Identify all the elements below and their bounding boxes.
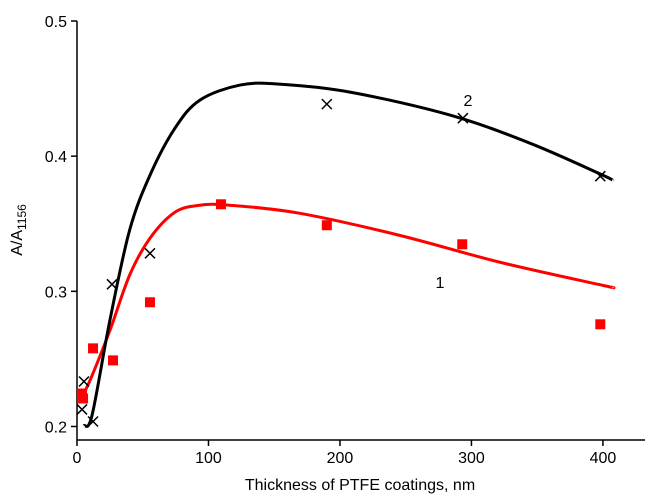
curve-label: 1	[436, 275, 445, 292]
y-tick-label: 0.4	[45, 149, 67, 166]
x-tick-label: 300	[458, 450, 485, 467]
point	[108, 355, 119, 366]
point	[321, 98, 333, 110]
y-label-main: A/A	[9, 230, 26, 256]
point	[78, 393, 89, 404]
x-tick-label: 0	[73, 450, 82, 467]
y-tick-label: 0.2	[45, 419, 67, 436]
x-tick-label: 100	[195, 450, 222, 467]
point	[78, 375, 90, 388]
point	[76, 388, 87, 399]
point	[106, 278, 118, 290]
point	[321, 220, 332, 231]
point	[595, 319, 606, 330]
fit-curve	[82, 81, 614, 428]
curve-label: 2	[464, 93, 473, 110]
point	[88, 343, 99, 354]
point	[144, 297, 155, 308]
y-axis-label: A/A1156	[9, 204, 29, 256]
x-tick-label: 200	[327, 450, 354, 467]
fit-curve	[78, 202, 616, 402]
point	[144, 247, 156, 259]
y-label-sub: 1156	[15, 204, 29, 230]
y-tick-label: 0.3	[45, 284, 67, 301]
point	[76, 403, 88, 415]
x-axis-label: Thickness of PTFE coatings, nm	[245, 477, 475, 494]
y-tick-label: 0.5	[45, 14, 67, 31]
point	[87, 415, 99, 428]
point	[215, 199, 226, 210]
point	[457, 239, 468, 250]
point	[594, 170, 606, 182]
x-tick-label: 400	[590, 450, 617, 467]
point	[457, 112, 469, 124]
